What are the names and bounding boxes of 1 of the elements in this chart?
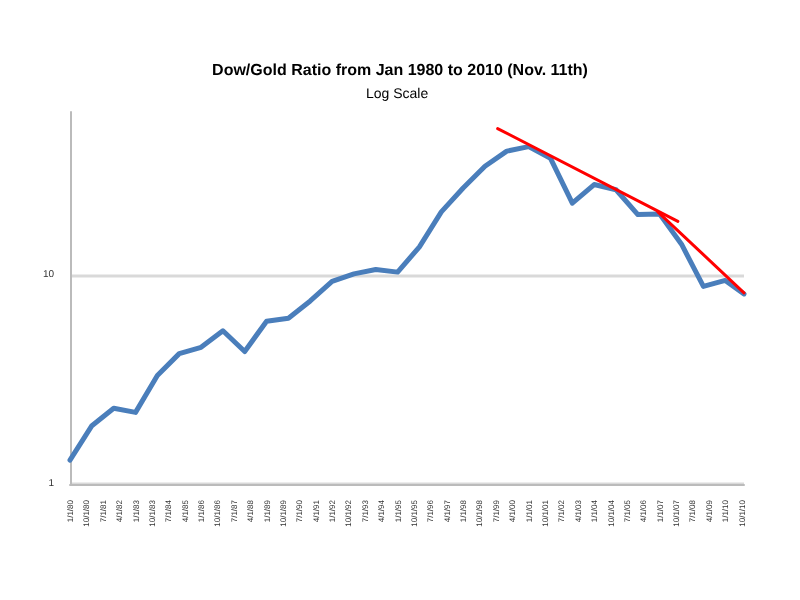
chart-title: Dow/Gold Ratio from Jan 1980 to 2010 (Nov. 11th) (212, 61, 589, 79)
